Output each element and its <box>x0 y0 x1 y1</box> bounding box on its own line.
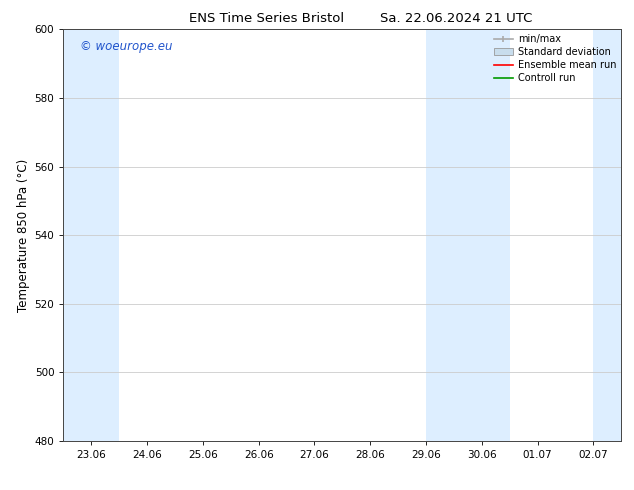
Text: Sa. 22.06.2024 21 UTC: Sa. 22.06.2024 21 UTC <box>380 12 533 25</box>
Bar <box>426 29 510 441</box>
Text: ENS Time Series Bristol: ENS Time Series Bristol <box>189 12 344 25</box>
Text: © woeurope.eu: © woeurope.eu <box>80 40 172 53</box>
Bar <box>593 29 621 441</box>
Legend: min/max, Standard deviation, Ensemble mean run, Controll run: min/max, Standard deviation, Ensemble me… <box>492 32 618 85</box>
Y-axis label: Temperature 850 hPa (°C): Temperature 850 hPa (°C) <box>18 159 30 312</box>
Bar <box>63 29 119 441</box>
